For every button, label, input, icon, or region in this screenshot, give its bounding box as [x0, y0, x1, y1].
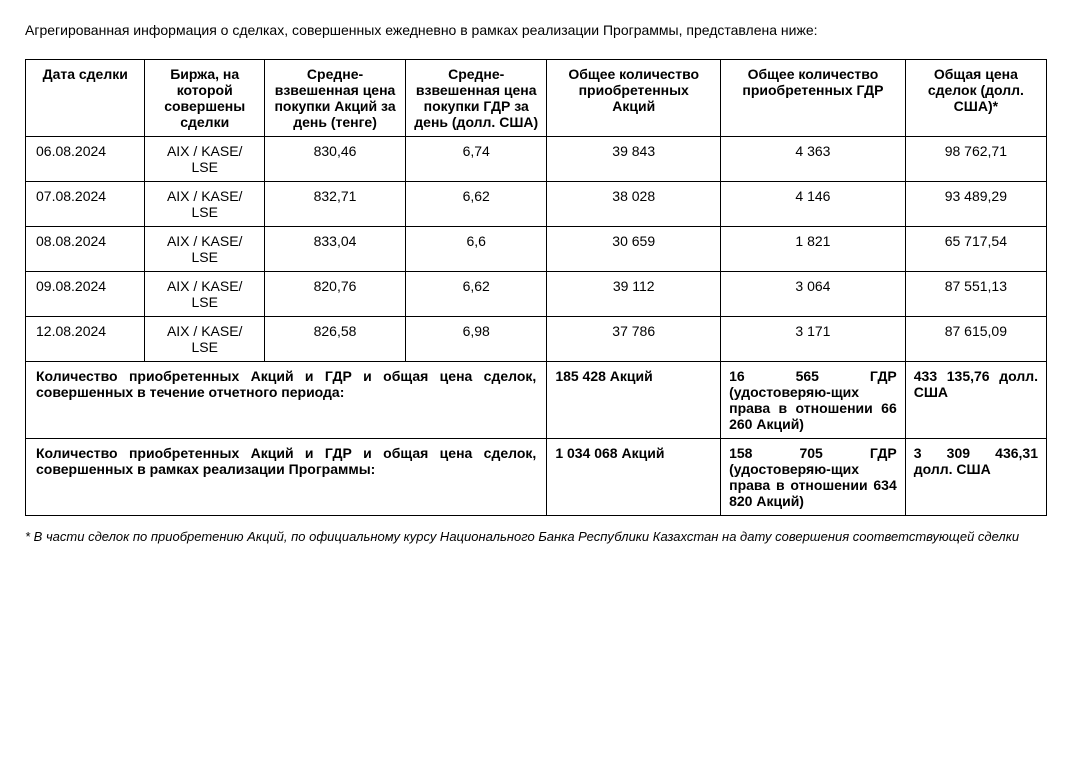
cell-date: 09.08.2024: [26, 272, 145, 317]
cell-qty-gdr: 3 171: [721, 317, 906, 362]
cell-avg-price-shares: 832,71: [264, 182, 405, 227]
cell-exchange: AIX / KASE/ LSE: [145, 272, 264, 317]
summary-program-label: Количество приобретенных Акций и ГДР и о…: [26, 439, 547, 516]
transactions-table: Дата сделки Биржа, на которой совершены …: [25, 59, 1047, 516]
cell-qty-gdr: 4 363: [721, 137, 906, 182]
summary-period-gdr: 16 565 ГДР (удостоверяю-щих права в отно…: [721, 362, 906, 439]
header-date: Дата сделки: [26, 60, 145, 137]
cell-date: 12.08.2024: [26, 317, 145, 362]
summary-program-total: 3 309 436,31 долл. США: [905, 439, 1046, 516]
cell-qty-gdr: 1 821: [721, 227, 906, 272]
cell-qty-gdr: 4 146: [721, 182, 906, 227]
cell-qty-shares: 37 786: [547, 317, 721, 362]
table-row: 06.08.2024 AIX / KASE/ LSE 830,46 6,74 3…: [26, 137, 1047, 182]
cell-avg-price-shares: 820,76: [264, 272, 405, 317]
cell-exchange: AIX / KASE/ LSE: [145, 137, 264, 182]
header-total-price: Общая цена сделок (долл. США)*: [905, 60, 1046, 137]
summary-period-total: 433 135,76 долл. США: [905, 362, 1046, 439]
cell-avg-price-gdr: 6,74: [406, 137, 547, 182]
cell-qty-gdr: 3 064: [721, 272, 906, 317]
table-row: 09.08.2024 AIX / KASE/ LSE 820,76 6,62 3…: [26, 272, 1047, 317]
header-exchange: Биржа, на которой совершены сделки: [145, 60, 264, 137]
summary-program-row: Количество приобретенных Акций и ГДР и о…: [26, 439, 1047, 516]
summary-program-shares: 1 034 068 Акций: [547, 439, 721, 516]
cell-date: 06.08.2024: [26, 137, 145, 182]
cell-date: 08.08.2024: [26, 227, 145, 272]
cell-avg-price-gdr: 6,62: [406, 182, 547, 227]
summary-period-shares: 185 428 Акций: [547, 362, 721, 439]
header-avg-price-shares: Средне-взвешенная цена покупки Акций за …: [264, 60, 405, 137]
cell-avg-price-shares: 830,46: [264, 137, 405, 182]
cell-qty-shares: 39 843: [547, 137, 721, 182]
cell-qty-shares: 39 112: [547, 272, 721, 317]
cell-avg-price-gdr: 6,98: [406, 317, 547, 362]
footnote-text: * В части сделок по приобретению Акций, …: [25, 528, 1047, 546]
cell-date: 07.08.2024: [26, 182, 145, 227]
cell-exchange: AIX / KASE/ LSE: [145, 182, 264, 227]
cell-qty-shares: 38 028: [547, 182, 721, 227]
intro-paragraph: Агрегированная информация о сделках, сов…: [25, 20, 1047, 41]
table-row: 08.08.2024 AIX / KASE/ LSE 833,04 6,6 30…: [26, 227, 1047, 272]
cell-exchange: AIX / KASE/ LSE: [145, 317, 264, 362]
summary-period-label: Количество приобретенных Акций и ГДР и о…: [26, 362, 547, 439]
cell-total-price: 87 551,13: [905, 272, 1046, 317]
cell-avg-price-gdr: 6,6: [406, 227, 547, 272]
cell-avg-price-gdr: 6,62: [406, 272, 547, 317]
cell-avg-price-shares: 833,04: [264, 227, 405, 272]
cell-total-price: 98 762,71: [905, 137, 1046, 182]
cell-total-price: 65 717,54: [905, 227, 1046, 272]
cell-total-price: 87 615,09: [905, 317, 1046, 362]
cell-total-price: 93 489,29: [905, 182, 1046, 227]
table-row: 12.08.2024 AIX / KASE/ LSE 826,58 6,98 3…: [26, 317, 1047, 362]
header-qty-shares: Общее количество приобретенных Акций: [547, 60, 721, 137]
table-header-row: Дата сделки Биржа, на которой совершены …: [26, 60, 1047, 137]
cell-avg-price-shares: 826,58: [264, 317, 405, 362]
summary-program-gdr: 158 705 ГДР (удостоверяю-щих права в отн…: [721, 439, 906, 516]
cell-exchange: AIX / KASE/ LSE: [145, 227, 264, 272]
summary-period-row: Количество приобретенных Акций и ГДР и о…: [26, 362, 1047, 439]
header-avg-price-gdr: Средне-взвешенная цена покупки ГДР за де…: [406, 60, 547, 137]
header-qty-gdr: Общее количество приобретенных ГДР: [721, 60, 906, 137]
cell-qty-shares: 30 659: [547, 227, 721, 272]
table-row: 07.08.2024 AIX / KASE/ LSE 832,71 6,62 3…: [26, 182, 1047, 227]
